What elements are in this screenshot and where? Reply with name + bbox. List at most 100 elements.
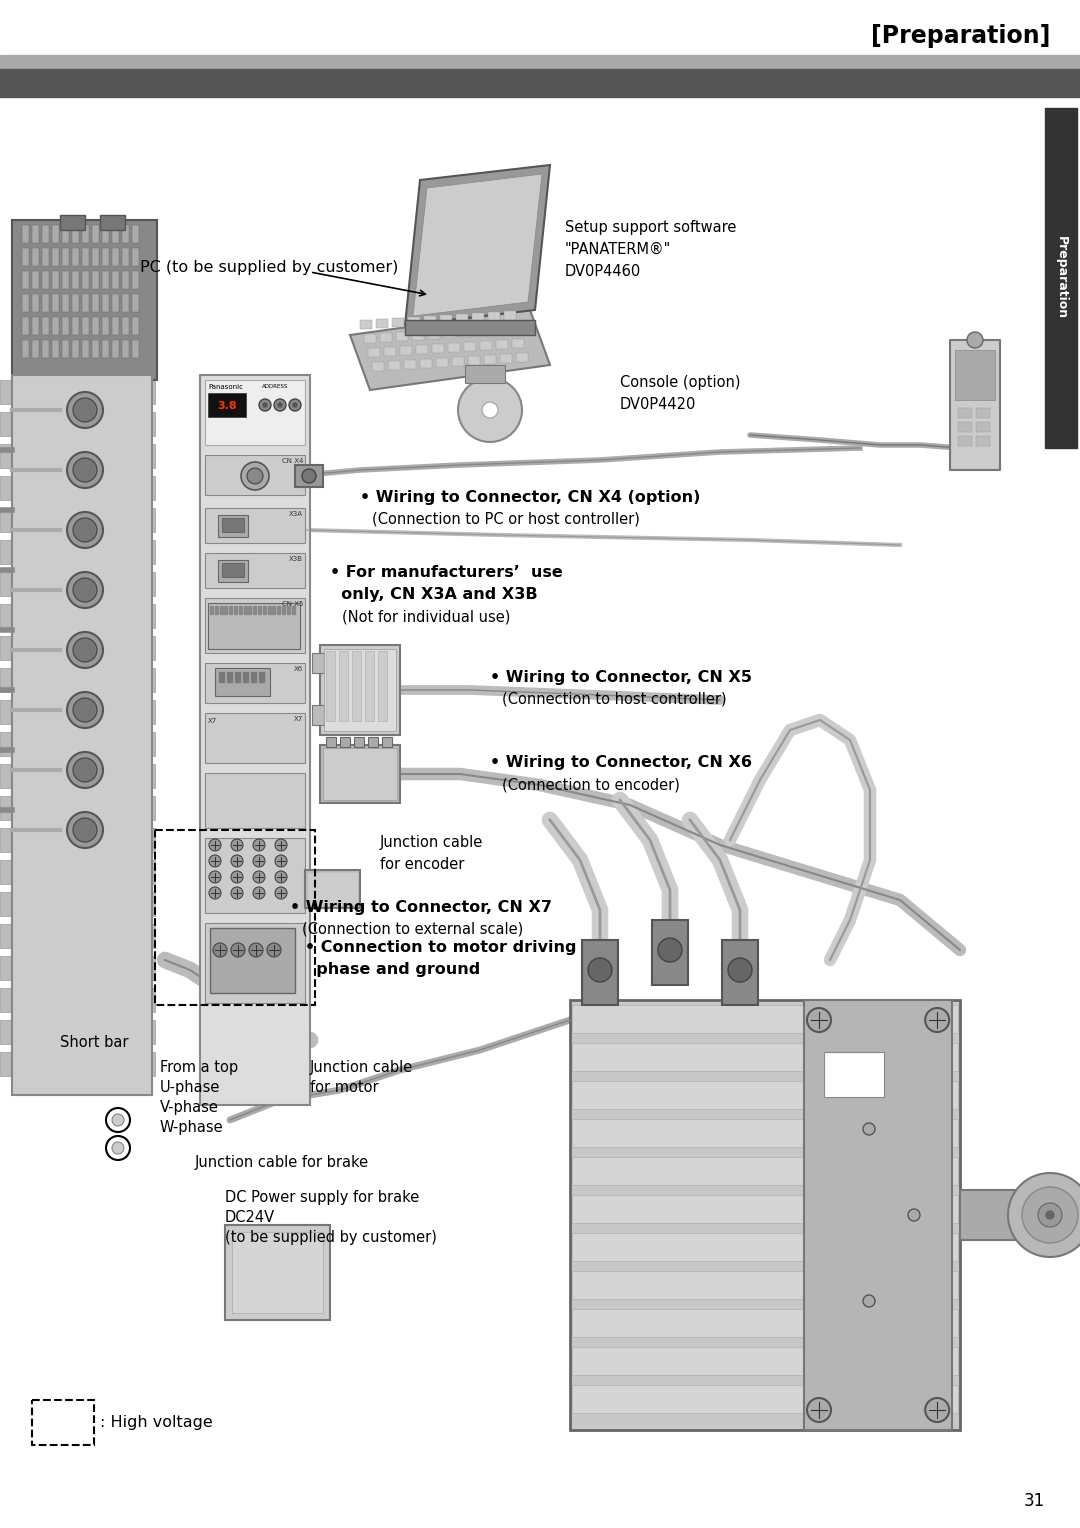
Bar — [208, 604, 300, 649]
Circle shape — [67, 752, 103, 788]
Bar — [122, 248, 129, 266]
Circle shape — [1038, 1203, 1062, 1227]
Circle shape — [275, 871, 287, 883]
Bar — [326, 651, 335, 721]
Text: • Wiring to Connector, CN X5: • Wiring to Connector, CN X5 — [490, 669, 752, 685]
Bar — [82, 341, 89, 358]
Circle shape — [302, 469, 316, 483]
Circle shape — [106, 1135, 130, 1160]
Bar — [572, 1384, 958, 1413]
Bar — [205, 923, 305, 1002]
Text: X3A: X3A — [289, 510, 303, 516]
Bar — [508, 325, 519, 335]
Text: phase and ground: phase and ground — [305, 963, 481, 976]
Bar — [122, 316, 129, 335]
Text: (to be supplied by customer): (to be supplied by customer) — [225, 1230, 437, 1245]
Bar — [32, 316, 39, 335]
Bar — [408, 316, 420, 325]
Bar — [955, 350, 995, 400]
Bar — [72, 341, 79, 358]
Text: From a top: From a top — [160, 1060, 238, 1076]
Bar — [258, 607, 261, 614]
Bar — [102, 270, 109, 289]
Bar — [1045, 108, 1077, 448]
Bar — [320, 645, 400, 735]
Circle shape — [807, 1398, 831, 1423]
Bar — [215, 668, 270, 695]
Bar — [52, 270, 59, 289]
Bar — [0, 55, 1080, 69]
Bar — [456, 313, 468, 322]
Bar — [102, 316, 109, 335]
Bar — [92, 248, 99, 266]
Text: (Connection to external scale): (Connection to external scale) — [302, 921, 523, 937]
Bar — [0, 668, 156, 692]
Bar — [405, 319, 535, 335]
Circle shape — [926, 1398, 949, 1423]
Text: DV0P4460: DV0P4460 — [565, 264, 642, 280]
Bar — [82, 293, 89, 312]
Bar — [312, 652, 324, 672]
Bar — [82, 316, 89, 335]
Text: ADDRESS: ADDRESS — [262, 384, 288, 390]
Bar — [218, 515, 248, 536]
Bar — [219, 607, 222, 614]
Bar — [205, 714, 305, 762]
Bar — [448, 342, 460, 351]
Bar — [976, 408, 990, 419]
Circle shape — [259, 399, 271, 411]
Bar — [411, 332, 424, 341]
Bar — [0, 636, 156, 660]
Bar — [205, 663, 305, 703]
Text: U-phase: U-phase — [160, 1080, 220, 1096]
Bar — [92, 316, 99, 335]
Bar — [82, 225, 89, 243]
Circle shape — [112, 1141, 124, 1154]
Polygon shape — [405, 165, 550, 325]
Text: Short bar: Short bar — [60, 1034, 129, 1050]
Bar — [0, 700, 156, 724]
Bar — [62, 293, 69, 312]
Bar — [0, 380, 156, 403]
Circle shape — [67, 512, 103, 549]
Polygon shape — [350, 310, 550, 390]
Text: CN X5: CN X5 — [282, 601, 303, 607]
Bar — [278, 607, 280, 614]
Bar — [112, 341, 119, 358]
Bar — [52, 341, 59, 358]
Bar — [323, 749, 397, 801]
Bar — [420, 359, 432, 368]
Bar — [0, 445, 156, 468]
Bar — [958, 435, 972, 446]
Circle shape — [1047, 1212, 1054, 1219]
Bar — [22, 316, 29, 335]
Circle shape — [926, 1008, 949, 1031]
Circle shape — [275, 886, 287, 898]
Circle shape — [863, 1123, 875, 1135]
Bar — [368, 736, 378, 747]
Bar — [305, 869, 360, 908]
Text: 3.8: 3.8 — [217, 400, 237, 411]
Bar — [354, 736, 364, 747]
Circle shape — [275, 839, 287, 851]
Bar — [122, 270, 129, 289]
Text: X6: X6 — [294, 666, 303, 672]
Text: • Wiring to Connector, CN X7: • Wiring to Connector, CN X7 — [291, 900, 552, 915]
Bar — [92, 293, 99, 312]
Text: • For manufacturers’  use: • For manufacturers’ use — [330, 565, 563, 581]
Bar — [205, 597, 305, 652]
Circle shape — [293, 403, 297, 406]
Bar — [444, 329, 456, 338]
Bar — [42, 270, 49, 289]
Bar — [22, 270, 29, 289]
Bar — [253, 607, 256, 614]
Bar — [239, 607, 242, 614]
Text: (Connection to encoder): (Connection to encoder) — [502, 778, 680, 792]
Text: Junction cable for brake: Junction cable for brake — [195, 1155, 369, 1170]
Bar — [32, 341, 39, 358]
Circle shape — [67, 811, 103, 848]
Bar — [0, 0, 1080, 55]
Bar — [287, 607, 289, 614]
Bar — [488, 312, 500, 321]
Bar — [572, 1157, 958, 1186]
